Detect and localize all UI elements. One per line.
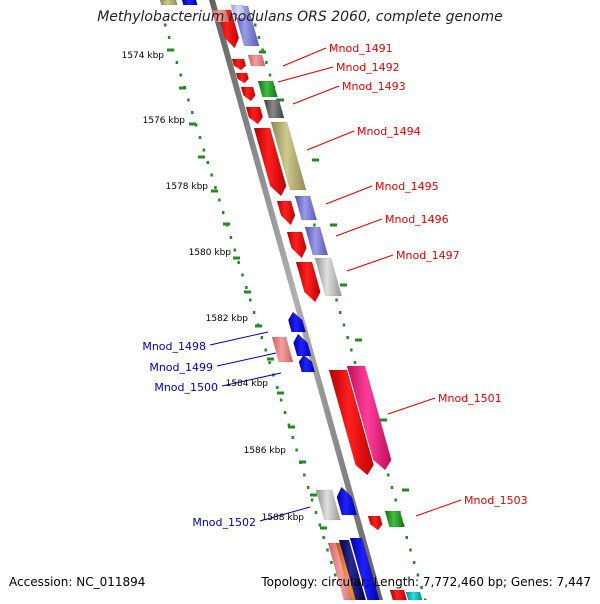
genome-backbone	[209, 0, 383, 600]
gene-label-mnod_1501[interactable]: Mnod_1501	[438, 392, 502, 405]
gene-label-mnod_1495[interactable]: Mnod_1495	[375, 180, 439, 193]
gene-label-mnod_1494[interactable]: Mnod_1494	[357, 125, 421, 138]
connector-mnod_1503	[415, 499, 462, 517]
backbone-line	[209, 0, 383, 600]
map-title: Methylobacterium nodulans ORS 2060, comp…	[97, 9, 503, 25]
gene-khaki-top	[159, 0, 178, 6]
kbp-tick-label: 1578 kbp	[166, 182, 209, 192]
gene-1493	[257, 80, 278, 98]
connector-mnod_1491	[282, 47, 327, 67]
gene-1494-khaki	[270, 121, 307, 191]
gene-salmon-top	[211, 9, 230, 23]
gene-1501-pink	[346, 365, 392, 471]
gene-label-mnod_1502[interactable]: Mnod_1502	[192, 516, 256, 529]
kbp-tick-label: 1580 kbp	[189, 248, 232, 258]
gene-1493-red	[240, 86, 256, 102]
connector-mnod_1495	[325, 185, 373, 205]
connector-mnod_1497	[346, 254, 394, 272]
gene-1503-red	[367, 515, 383, 531]
connector-mnod_1496	[335, 218, 383, 237]
connector-mnod_1494	[306, 130, 355, 151]
gene-1496-red	[286, 231, 307, 259]
gene-label-mnod_1498[interactable]: Mnod_1498	[142, 340, 206, 353]
connector-mnod_1492	[277, 66, 334, 83]
connector-mnod_1499	[216, 352, 277, 367]
kbp-tick-label: 1574 kbp	[122, 51, 165, 61]
gene-label-mnod_1491[interactable]: Mnod_1491	[329, 42, 393, 55]
connector-mnod_1493	[292, 85, 340, 105]
gene-labels: Mnod_1491 Mnod_1492 Mnod_1493 Mnod_1494 Mnod…	[142, 42, 527, 529]
gene-label-mnod_1496[interactable]: Mnod_1496	[385, 213, 449, 226]
gene-blue-top	[181, 0, 198, 6]
gene-label-mnod_1493[interactable]: Mnod_1493	[342, 80, 406, 93]
gene-label-mnod_1492[interactable]: Mnod_1492	[336, 61, 400, 74]
gene-1498	[271, 336, 294, 363]
kbp-tick-label: 1576 kbp	[143, 116, 186, 126]
gene-1497-gray	[314, 257, 342, 297]
gene-1501-red	[328, 369, 374, 476]
label-connectors	[209, 47, 462, 522]
connector-mnod_1501	[387, 397, 436, 415]
gene-label-mnod_1500[interactable]: Mnod_1500	[154, 381, 218, 394]
gene-1494-long	[253, 127, 287, 197]
kbp-tick-label: 1586 kbp	[244, 446, 287, 456]
kbp-tick-label: 1584 kbp	[226, 379, 269, 389]
kbp-tick-label: 1588 kbp	[262, 513, 305, 523]
connector-mnod_1498	[209, 331, 269, 346]
gene-blue-upper	[287, 311, 306, 333]
gene-1503-green	[384, 510, 405, 528]
gene-1500	[298, 354, 316, 373]
gene-1492-b	[247, 54, 266, 67]
gene-label-mnod_1497[interactable]: Mnod_1497	[396, 249, 460, 262]
gene-label-mnod_1499[interactable]: Mnod_1499	[149, 361, 213, 374]
gene-1492-a	[231, 58, 247, 71]
gene-lavender-top	[230, 4, 247, 19]
gene-1502-gray	[315, 489, 341, 521]
topology-text: Topology: circular; Length: 7,772,460 bp…	[261, 575, 591, 589]
accession-text: Accession: NC_011894	[9, 575, 146, 589]
gene-1492-c	[235, 72, 249, 84]
gene-1497-red	[295, 261, 321, 303]
gene-1495-purple	[294, 195, 318, 221]
kbp-tick-label: 1582 kbp	[206, 314, 249, 324]
connector-mnod_1500	[221, 372, 282, 387]
gene-1494-dark	[263, 99, 285, 119]
gene-1496-purple	[304, 226, 329, 256]
gene-1495-red	[276, 200, 296, 226]
connector-mnod_1502	[259, 506, 311, 522]
gene-bottom-cyan	[405, 591, 423, 601]
gene-label-mnod_1503[interactable]: Mnod_1503	[464, 494, 528, 507]
gene-bottom-red	[389, 589, 408, 601]
gene-1494-red	[245, 106, 264, 125]
kbp-tick-labels: 1574 kbp 1576 kbp 1578 kbp 1580 kbp 1582 kbp…	[122, 51, 305, 523]
gene-1502-blue	[336, 486, 358, 516]
